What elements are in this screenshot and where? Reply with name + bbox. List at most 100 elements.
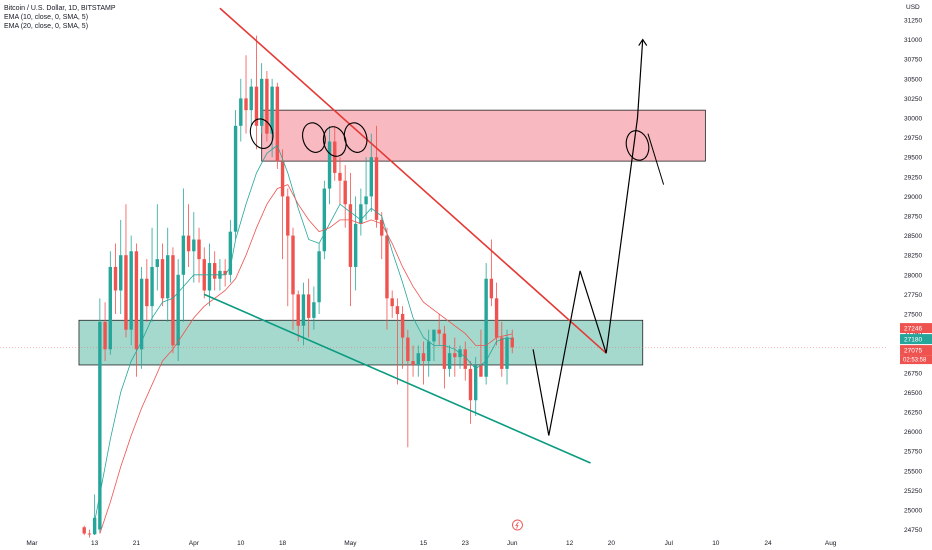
x-tick-label: Mar [26,540,38,547]
x-tick-label: 18 [279,540,287,547]
candle-body [139,278,144,350]
x-tick-label: 15 [420,540,428,547]
x-tick-label: Aug [825,540,837,547]
candle-body [207,263,212,291]
ema20-line [99,184,513,534]
price-tag-text: 27246 [904,326,922,333]
candle-body [322,188,327,252]
candle-body [249,86,253,111]
y-tick-label: 29750 [904,135,922,142]
candle-body [510,337,514,348]
candle-body [390,298,394,307]
candle-body [359,204,363,224]
x-tick-label: 10 [237,540,245,547]
candle-body [103,321,107,350]
candle-body [186,235,191,252]
candle-body [327,141,332,189]
y-tick-label: 25250 [904,488,922,495]
candle-body [254,86,259,126]
candle-body [244,98,248,111]
x-tick-label: Jun [507,540,518,547]
candle-body [353,223,358,267]
symbol-title: Bitcoin / U.S. Dollar, 1D, BITSTAMP [4,5,116,12]
candle-body [427,341,431,362]
candle-body [500,337,504,369]
candle-body [474,364,478,401]
x-tick-label: 23 [462,540,470,547]
chart-legend: Bitcoin / U.S. Dollar, 1D, BITSTAMP EMA … [4,4,116,31]
y-tick-label: 30500 [904,76,922,83]
candle-body [343,180,347,205]
candle-body [228,231,233,275]
countdown-text: 02:53:58 [903,358,927,364]
y-tick-label: 27500 [904,312,922,319]
candle-body [233,125,238,232]
y-tick-label: 28750 [904,214,922,221]
candle-body [385,235,389,299]
candle-body [259,78,264,126]
candle-body [306,294,311,318]
candle-body [270,86,274,134]
candle-body [166,255,170,299]
countdown-tag [900,355,932,365]
price-tag-27246 [900,323,932,334]
candle-body [92,517,97,535]
candle-body [301,294,306,326]
candle-body [176,274,180,346]
x-tick-label: 20 [608,540,616,547]
y-tick-label: 26000 [904,429,922,436]
candle-body [463,349,467,369]
y-tick-label: 31000 [904,37,922,44]
y-tick-label: 29000 [904,194,922,201]
y-tick-label: 30000 [904,116,922,123]
candle-body [145,278,149,307]
candle-body [134,251,139,350]
candle-body [119,255,123,291]
candle-body [406,337,410,362]
y-tick-label: 25000 [904,508,922,515]
candle-body [411,361,415,365]
candle-body [181,235,186,275]
candle-body [275,86,280,162]
price-tag-text: 27075 [904,348,922,355]
candle-body [87,533,92,535]
y-tick-label: 28500 [904,233,922,240]
ema20-legend: EMA (20, close, 0, SMA, 5) [4,23,89,30]
candle-body [239,98,243,126]
candle-body [369,157,373,197]
candle-body [150,266,154,307]
candle-body [192,239,196,252]
y-tick-label: 25500 [904,468,922,475]
candle-body [296,294,300,326]
price-tag-27075 [900,345,932,356]
candle-body [280,161,285,197]
sketch-circle [625,130,650,161]
candle-body [82,527,86,534]
y-tick-label: 26250 [904,410,922,417]
sketch-circle [249,118,274,149]
axis-currency-label: USD [906,4,920,11]
candle-body [160,259,165,299]
y-tick-label: 26750 [904,370,922,377]
candle-body [400,314,405,338]
candle-body [213,263,217,279]
sketch-circle [322,126,347,157]
y-tick-label: 31250 [904,18,922,25]
candle-body [416,353,420,365]
candle-body [447,353,452,369]
y-tick-label: 25750 [904,449,922,456]
x-tick-label: Jul [665,540,674,547]
x-tick-label: 21 [133,540,141,547]
candle-body [453,353,457,358]
candle-body [286,196,290,236]
candle-body [333,141,337,173]
sketch-circle [343,122,368,153]
candle-body [421,353,426,362]
candle-body [155,259,159,267]
y-tick-label: 28250 [904,253,922,260]
candle-body [437,329,441,334]
candle-body [468,368,473,401]
y-tick-label: 30750 [904,57,922,64]
candle-body [364,196,368,205]
